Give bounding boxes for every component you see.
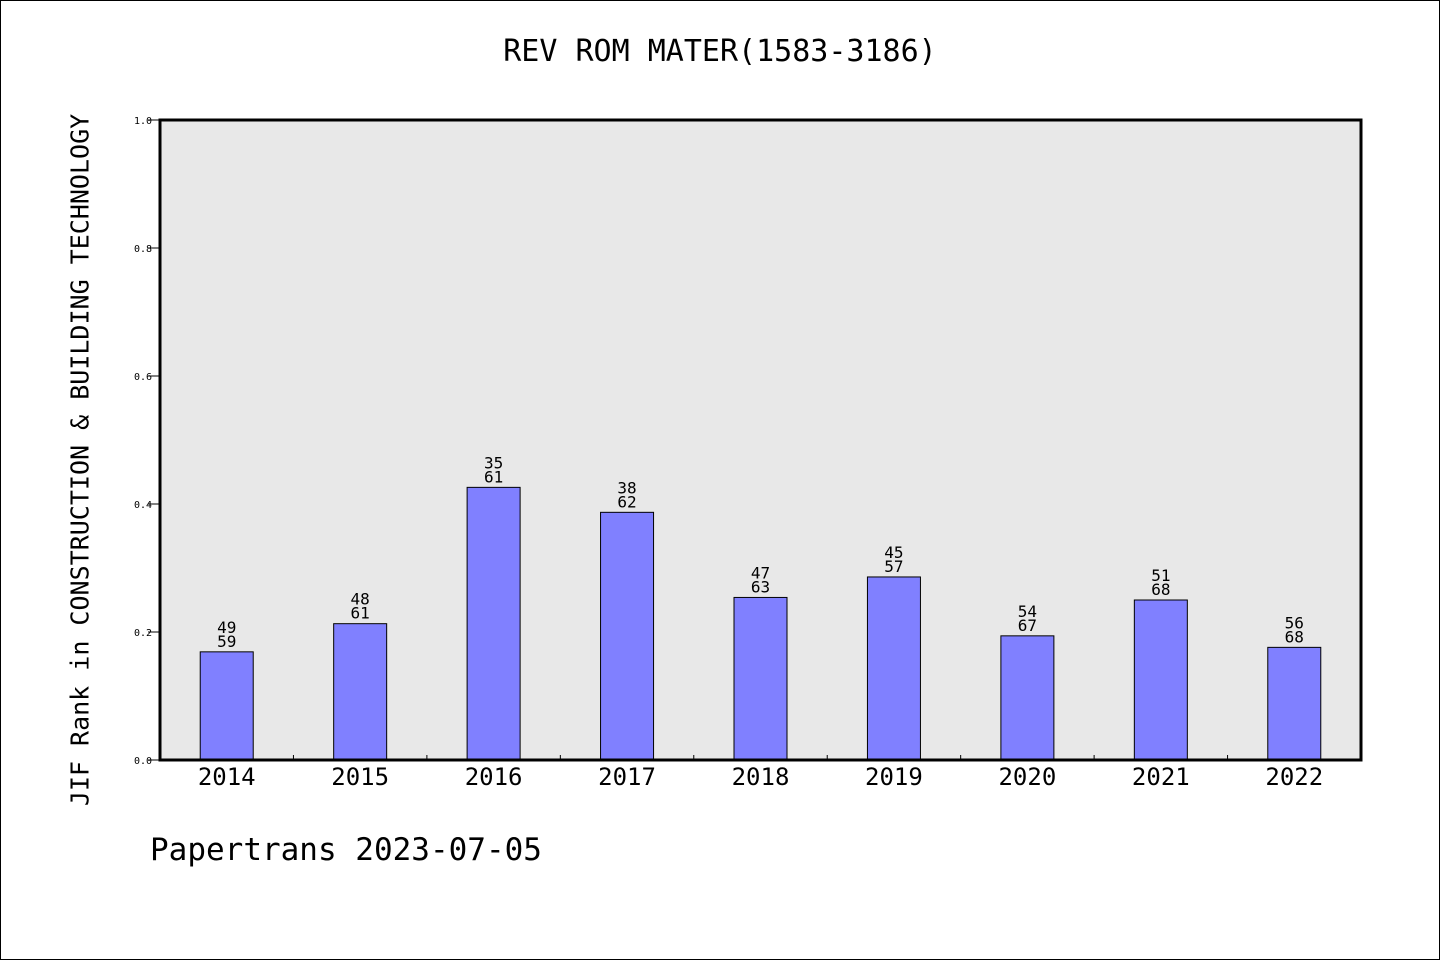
rank-label-2017: 38 [617,478,636,497]
bar-2022 [1267,646,1322,761]
y-tick-label-5: 1.0 [134,116,152,127]
bar-2018 [733,596,788,761]
y-tick-label-2: 0.4 [134,500,152,511]
bar-2017 [600,511,655,761]
total-label-2021: 68 [1151,580,1170,599]
rank-label-2014: 49 [217,618,236,637]
chart-title: REV ROM MATER(1583-3186) [503,34,937,69]
total-label-2018: 63 [751,577,770,596]
total-label-2022: 68 [1285,627,1304,646]
rank-label-2020: 54 [1018,602,1037,621]
x-tick-label-2017: 2017 [598,763,656,791]
total-label-2014: 59 [217,632,236,651]
y-tick-label-4: 0.8 [134,244,152,255]
bar-2016 [466,486,521,761]
x-tick-label-2016: 2016 [465,763,523,791]
footer-text: Papertrans 2023-07-05 [150,832,542,868]
x-tick-label-2018: 2018 [732,763,790,791]
y-tick-label-3: 0.6 [134,372,152,383]
x-tick-label-2014: 2014 [198,763,256,791]
total-label-2016: 61 [484,467,503,486]
bar-2021 [1133,599,1188,761]
rank-label-2022: 56 [1285,613,1304,632]
x-tick-label-2015: 2015 [331,763,389,791]
total-label-2017: 62 [617,492,636,511]
x-tick-label-2020: 2020 [998,763,1056,791]
plot-border [158,118,1363,762]
rank-label-2016: 35 [484,453,503,472]
rank-label-2015: 48 [351,590,370,609]
total-label-2015: 61 [351,604,370,623]
y-tick-label-0: 0.0 [134,756,152,767]
total-label-2019: 57 [884,557,903,576]
x-tick-label-2019: 2019 [865,763,923,791]
bar-2014 [199,651,254,761]
bar-2015 [333,623,388,761]
x-tick-label-2021: 2021 [1132,763,1190,791]
x-tick-label-2022: 2022 [1265,763,1323,791]
rank-label-2021: 51 [1151,566,1170,585]
total-label-2020: 67 [1018,616,1037,635]
bar-2020 [1000,635,1055,761]
rank-label-2018: 47 [751,563,770,582]
bar-2019 [866,576,921,761]
rank-label-2019: 45 [884,543,903,562]
y-tick-label-1: 0.2 [134,628,152,639]
